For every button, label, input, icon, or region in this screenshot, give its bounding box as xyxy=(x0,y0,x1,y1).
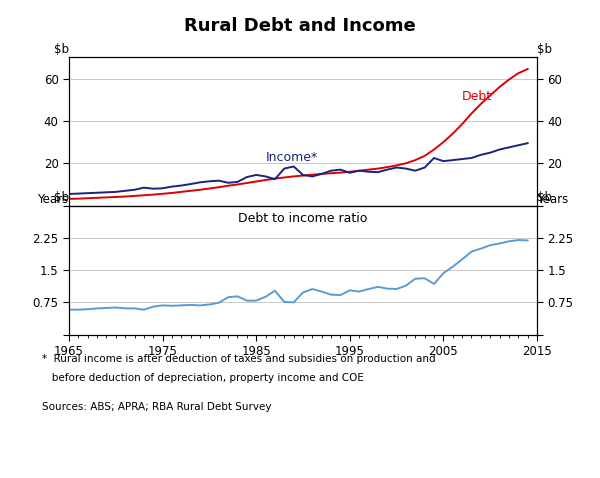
Text: $b: $b xyxy=(53,43,68,56)
Text: Income*: Income* xyxy=(266,151,318,164)
Text: Debt to income ratio: Debt to income ratio xyxy=(238,212,368,225)
Text: before deduction of depreciation, property income and COE: before deduction of depreciation, proper… xyxy=(42,373,364,383)
Text: Rural Debt and Income: Rural Debt and Income xyxy=(184,17,416,35)
Text: $b: $b xyxy=(538,43,553,56)
Text: *  Rural income is after deduction of taxes and subsidies on production and: * Rural income is after deduction of tax… xyxy=(42,354,436,364)
Text: $b: $b xyxy=(538,191,553,205)
Text: $b: $b xyxy=(53,191,68,205)
Text: Sources: ABS; APRA; RBA Rural Debt Survey: Sources: ABS; APRA; RBA Rural Debt Surve… xyxy=(42,402,271,412)
Text: Years: Years xyxy=(37,193,68,206)
Text: Debt: Debt xyxy=(462,90,492,103)
Text: Years: Years xyxy=(538,193,569,206)
